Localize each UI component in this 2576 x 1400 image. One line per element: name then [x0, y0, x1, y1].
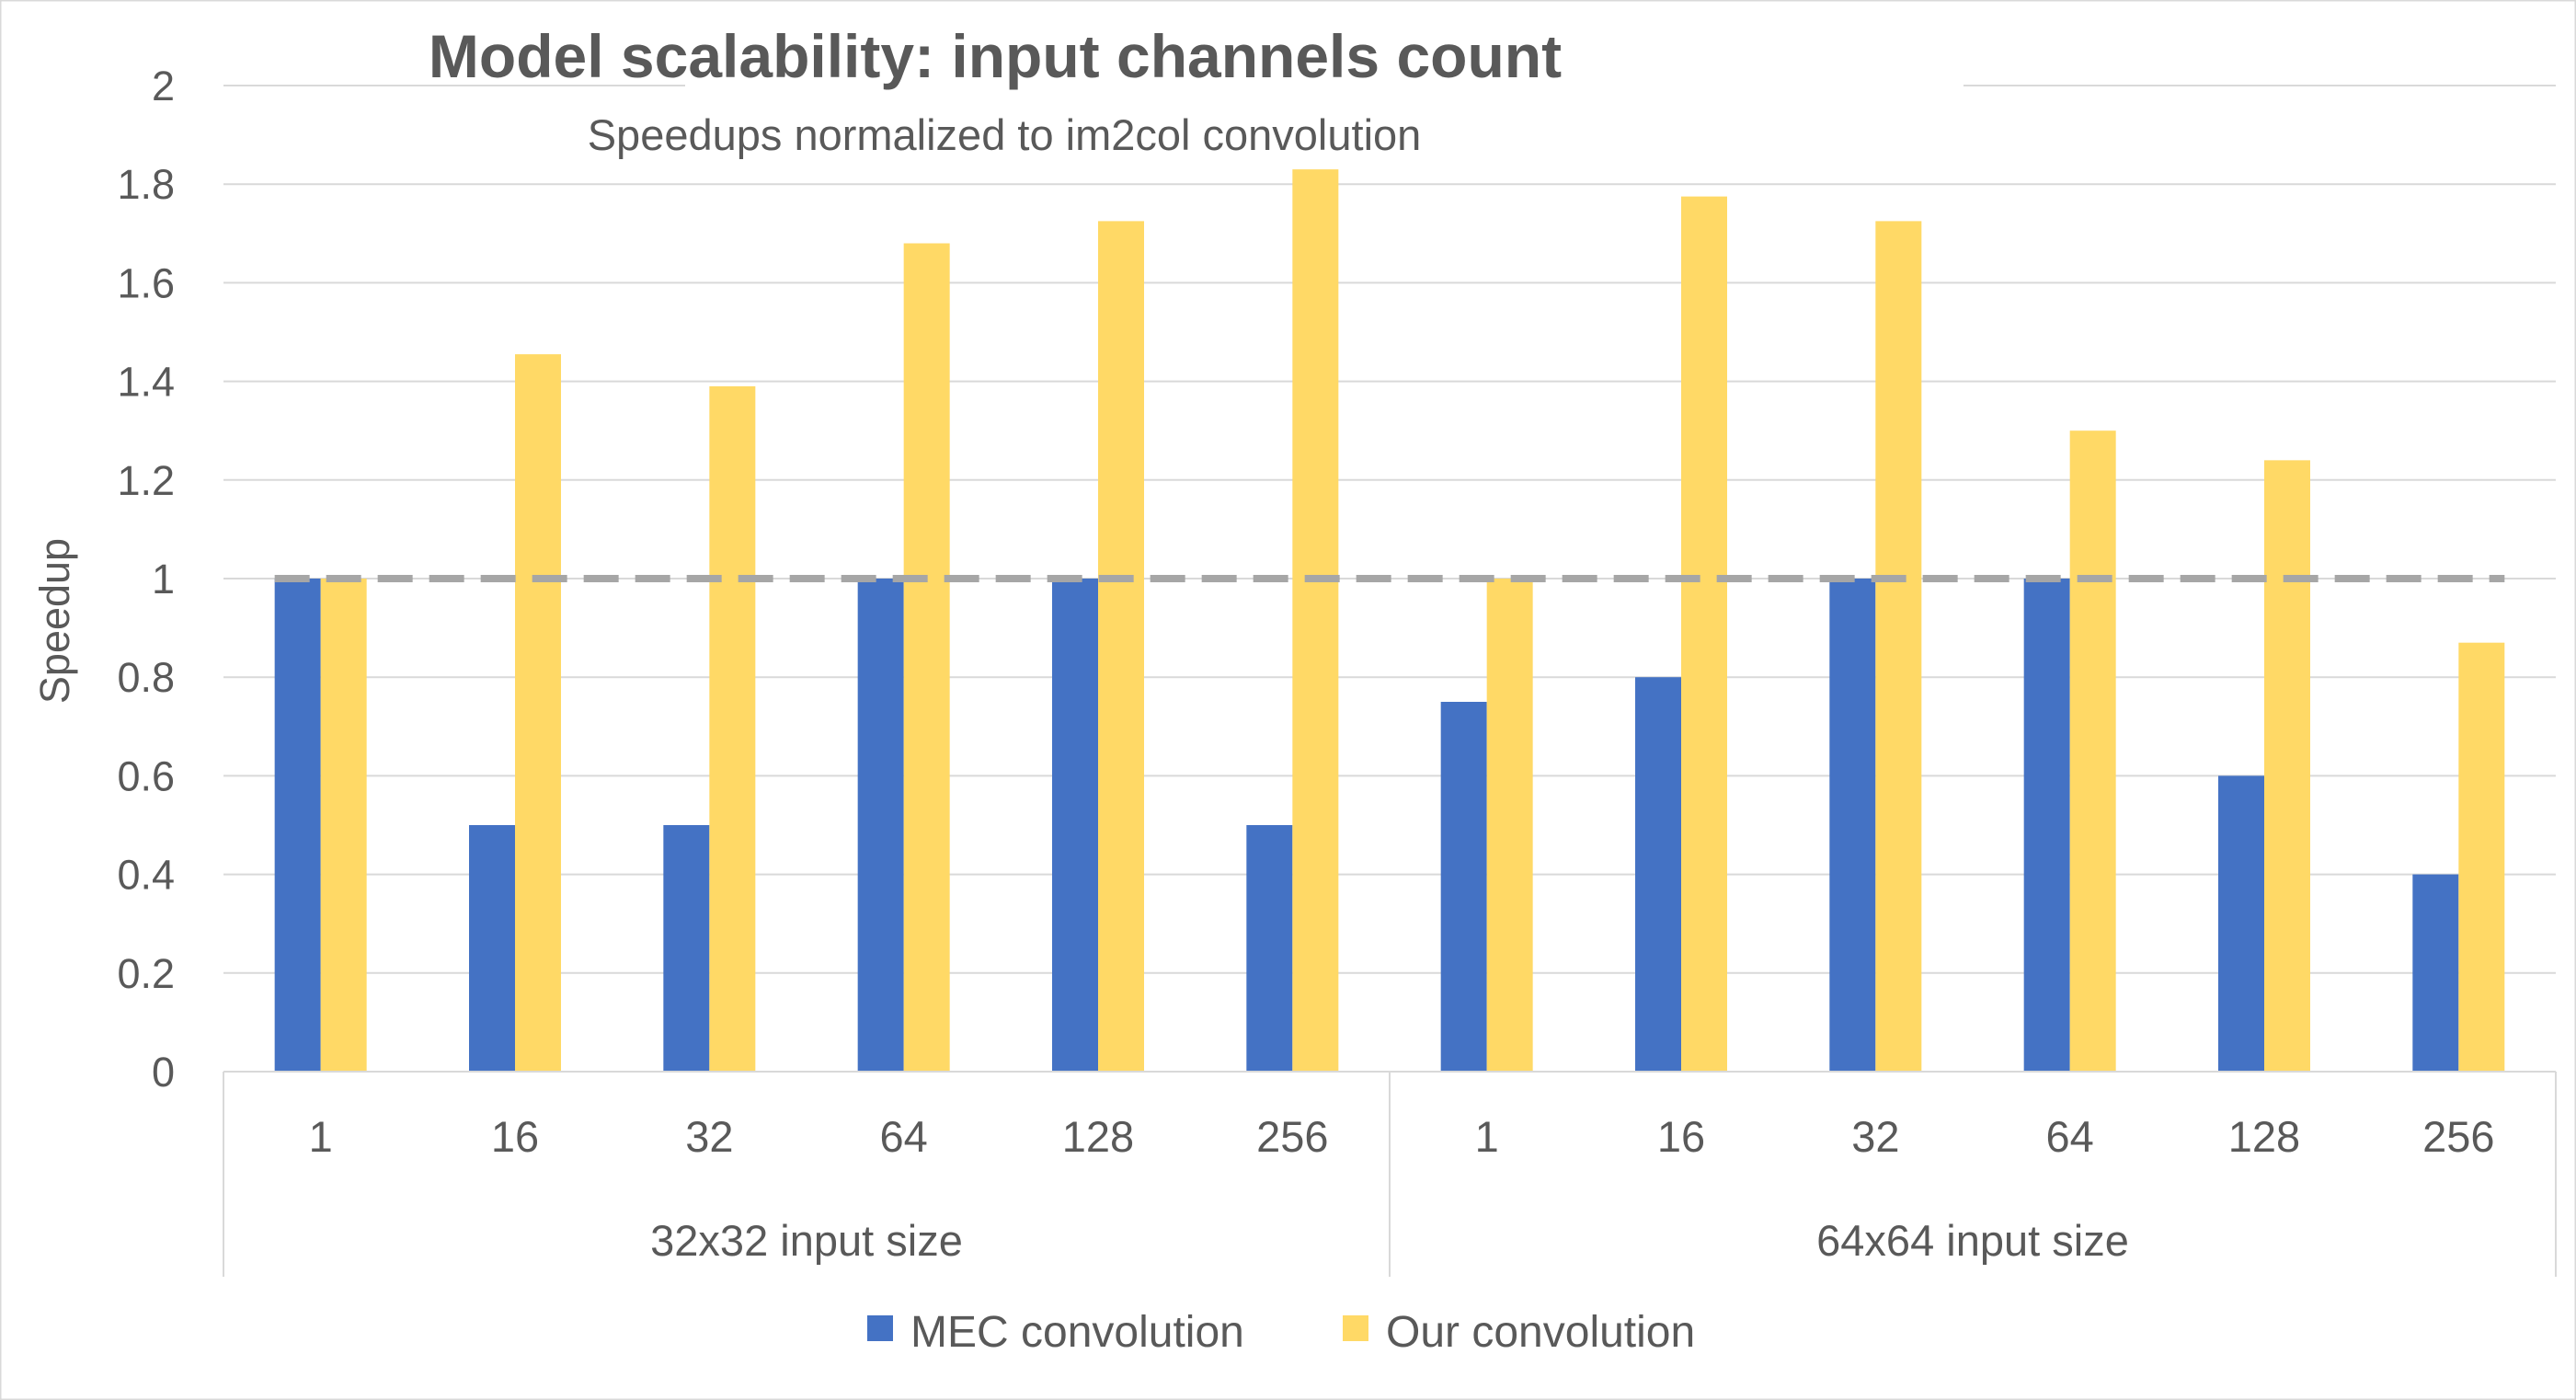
y-tick-label: 0.8: [117, 654, 175, 701]
mec-bar: [2023, 579, 2070, 1072]
legend: MEC convolution Our convolution: [867, 1308, 1695, 1357]
x-tick-label: 256: [2422, 1112, 2494, 1161]
x-tick-label: 128: [1062, 1112, 1134, 1161]
mec-bar: [1829, 579, 1876, 1072]
mec-bar: [857, 579, 904, 1072]
x-tick-label: 16: [1657, 1112, 1705, 1161]
y-tick-label: 2: [152, 63, 175, 109]
y-tick-label: 1.2: [117, 457, 175, 504]
chart-subtitle: Speedups normalized to im2col convolutio…: [588, 110, 1422, 159]
y-tick-label: 1.6: [117, 259, 175, 306]
our-bar: [2264, 460, 2310, 1072]
y-tick-label: 0.4: [117, 852, 175, 899]
our-bar: [1486, 579, 1533, 1072]
bars: [274, 169, 2505, 1073]
x-tick-label: 64: [2046, 1112, 2094, 1161]
legend-swatch: [1343, 1315, 1368, 1341]
our-bar: [515, 354, 561, 1072]
y-tick-label: 0.6: [117, 752, 175, 799]
y-tick-label: 0: [152, 1049, 175, 1096]
our-bar: [1875, 221, 1922, 1072]
y-tick-labels: 0 0.2 0.4 0.6 0.8 1 1.2 1.4 1.6 1.8 2: [117, 63, 175, 1096]
legend-swatch: [867, 1315, 893, 1341]
x-tick-label: 16: [491, 1112, 539, 1161]
legend-label: MEC convolution: [910, 1308, 1244, 1357]
legend-label: Our convolution: [1386, 1308, 1695, 1357]
mec-bar: [663, 825, 710, 1072]
our-bar: [1292, 169, 1339, 1072]
y-tick-label: 1.8: [117, 161, 175, 208]
y-tick-label: 0.2: [117, 950, 175, 997]
our-bar: [1681, 196, 1727, 1073]
mec-bar: [2412, 874, 2459, 1072]
subtitle-background: [841, 106, 1890, 159]
mec-bar: [1440, 702, 1487, 1072]
y-tick-label: 1.4: [117, 359, 175, 406]
x-tick-label: 1: [309, 1112, 333, 1161]
mec-bar: [274, 579, 321, 1072]
our-bar: [1098, 221, 1144, 1072]
x-tick-label: 256: [1256, 1112, 1328, 1161]
y-tick-label: 1: [152, 556, 175, 602]
x-tick-label: 64: [880, 1112, 928, 1161]
our-bar: [903, 243, 950, 1072]
group-label: 64x64 input size: [1816, 1216, 2129, 1265]
chart-title: Model scalability: input channels count: [429, 22, 1562, 90]
mec-bar: [1052, 579, 1098, 1072]
x-tick-label: 1: [1475, 1112, 1499, 1161]
x-tick-label: 32: [685, 1112, 733, 1161]
x-tick-label: 128: [2228, 1112, 2300, 1161]
our-bar: [320, 579, 367, 1072]
mec-bar: [1635, 677, 1681, 1072]
our-bar: [709, 385, 756, 1073]
mec-bar: [2218, 775, 2264, 1072]
mec-bar: [1246, 825, 1293, 1072]
mec-bar: [469, 825, 515, 1072]
title-background: [685, 18, 1963, 94]
group-label: 32x32 input size: [650, 1216, 963, 1265]
our-bar: [2458, 642, 2505, 1072]
our-bar: [2069, 430, 2116, 1072]
x-axis: 1 16 32 64 128 256 32x32 input size 1 16 32 64 128 2…: [223, 1071, 2557, 1277]
y-axis-label: Speedup: [31, 538, 78, 704]
x-tick-label: 32: [1851, 1112, 1899, 1161]
